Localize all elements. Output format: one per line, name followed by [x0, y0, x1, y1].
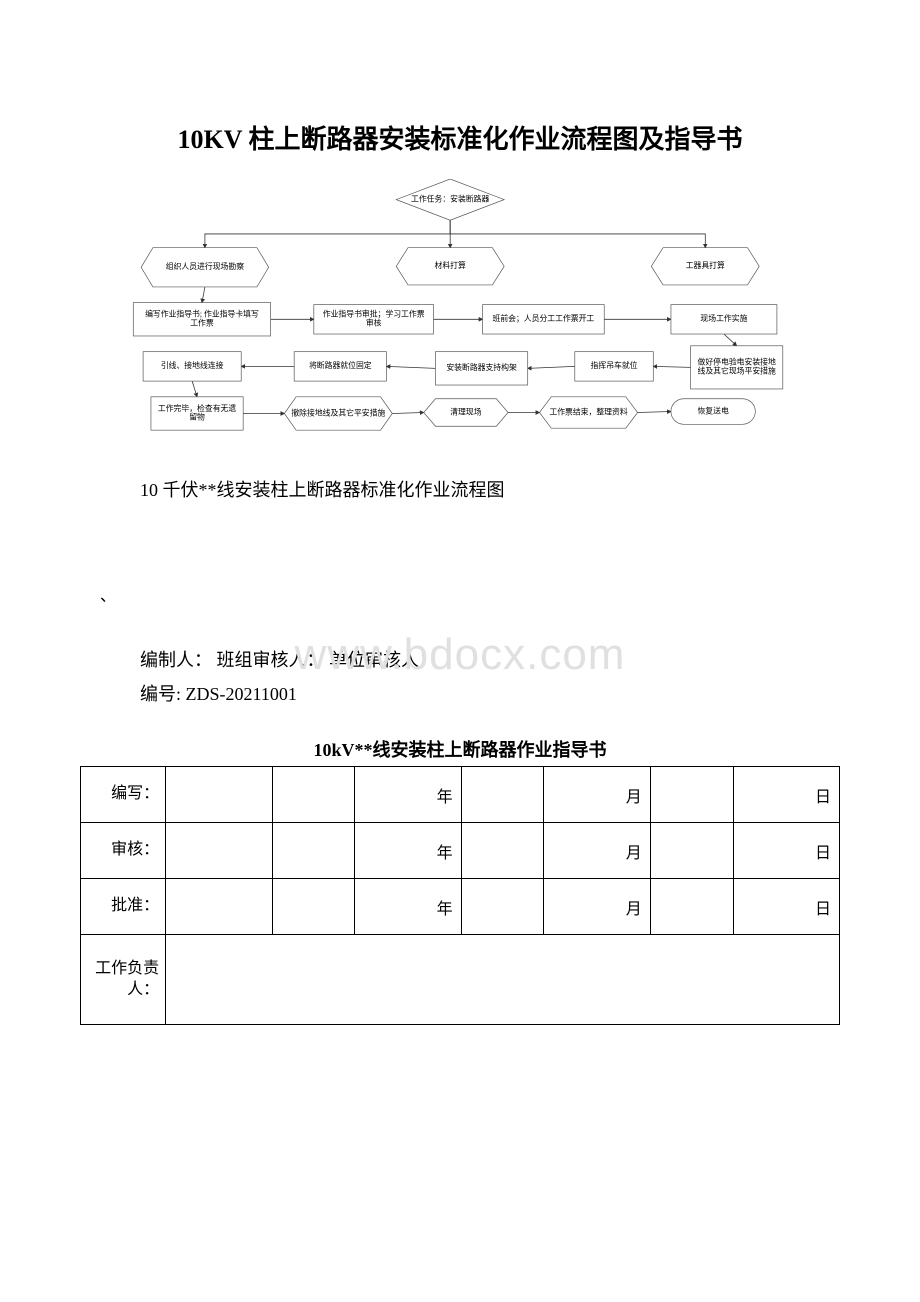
svg-text:工作票结束，整理资料: 工作票结束，整理资料 — [549, 406, 627, 416]
svg-text:引线、接地线连接: 引线、接地线连接 — [161, 360, 224, 370]
flow-node: 清理现场 — [424, 399, 508, 426]
svg-text:恢复送电: 恢复送电 — [697, 405, 728, 415]
svg-text:撤除接地线及其它平安措施: 撤除接地线及其它平安措施 — [291, 407, 385, 417]
svg-text:安装断路器支持构架: 安装断路器支持构架 — [446, 362, 517, 372]
flow-node: 指挥吊车就位 — [575, 352, 653, 381]
signature-table: 编写：年月日审核：年月日批准：年月日工作负责人： — [80, 766, 840, 1025]
flow-node: 工作完毕，检查有无遗留物 — [151, 397, 243, 430]
flowchart: 工作任务：安装断路器组织人员进行现场勘察 材料打算 工器具打算编写作业指导书; 作业… — [120, 179, 800, 439]
flow-node: 撤除接地线及其它平安措施 — [284, 397, 392, 430]
svg-text:材料打算: 材料打算 — [435, 260, 466, 270]
svg-text:班前会；人员分工工作票开工: 班前会；人员分工工作票开工 — [493, 313, 595, 323]
table-row: 批准：年月日 — [81, 879, 840, 935]
table-row: 工作负责人： — [81, 935, 840, 1025]
svg-text:审核: 审核 — [366, 318, 382, 328]
stray-mark: 、 — [100, 582, 840, 606]
svg-text:线及其它现场平安措施: 线及其它现场平安措施 — [698, 366, 776, 376]
svg-text:作业指导书审批；学习工作票: 作业指导书审批；学习工作票 — [323, 309, 425, 319]
author-line: 编制人： 班组审核人： 单位审核人： — [140, 646, 840, 672]
flow-node: 现场工作实施 — [671, 305, 777, 334]
svg-text:工器具打算: 工器具打算 — [686, 260, 725, 270]
flow-node: 安装断路器支持构架 — [435, 352, 527, 385]
flow-node: 工作票结束，整理资料 — [539, 397, 637, 428]
doc-number-line: 编号: ZDS-20211001 — [140, 680, 840, 706]
svg-text:清理现场: 清理现场 — [450, 406, 481, 416]
flowchart-subtitle: 10 千伏**线安装柱上断路器标准化作业流程图 — [140, 476, 840, 502]
flow-node: 班前会；人员分工工作票开工 — [483, 305, 605, 334]
flow-node: 工作任务：安装断路器 — [396, 179, 504, 220]
flow-node: 做好停电验电安装接地线及其它现场平安措施 — [691, 346, 783, 389]
flow-node: 材料打算 — [396, 248, 504, 285]
flow-node: 编写作业指导书; 作业指导卡填写工作票 — [133, 303, 270, 336]
table-row: 编写：年月日 — [81, 767, 840, 823]
flow-node: 恢复送电 — [671, 399, 755, 425]
svg-text:工作任务：安装断路器: 工作任务：安装断路器 — [411, 193, 489, 203]
svg-text:工作票: 工作票 — [190, 318, 214, 328]
svg-text:组织人员进行现场勘察: 组织人员进行现场勘察 — [166, 261, 244, 271]
flow-node: 将断路器就位固定 — [294, 352, 386, 381]
svg-text:将断路器就位固定: 将断路器就位固定 — [309, 360, 372, 370]
page-title: 10KV 柱上断路器安装标准化作业流程图及指导书 — [80, 120, 840, 159]
flow-node: 作业指导书审批；学习工作票审核 — [314, 305, 434, 334]
svg-text:现场工作实施: 现场工作实施 — [700, 313, 747, 323]
flow-node: 工器具打算 — [651, 248, 759, 285]
flow-node: 引线、接地线连接 — [143, 352, 241, 381]
svg-text:编写作业指导书; 作业指导卡填写: 编写作业指导书; 作业指导卡填写 — [145, 309, 259, 319]
flow-node: 组织人员进行现场勘察 — [141, 248, 269, 287]
svg-text:指挥吊车就位: 指挥吊车就位 — [591, 360, 638, 370]
svg-text:留物: 留物 — [189, 412, 205, 422]
table-row: 审核：年月日 — [81, 823, 840, 879]
table-title: 10kV**线安装柱上断路器作业指导书 — [80, 736, 840, 762]
svg-text:做好停电验电安装接地: 做好停电验电安装接地 — [698, 357, 776, 367]
svg-text:工作完毕，检查有无遗: 工作完毕，检查有无遗 — [158, 403, 236, 413]
